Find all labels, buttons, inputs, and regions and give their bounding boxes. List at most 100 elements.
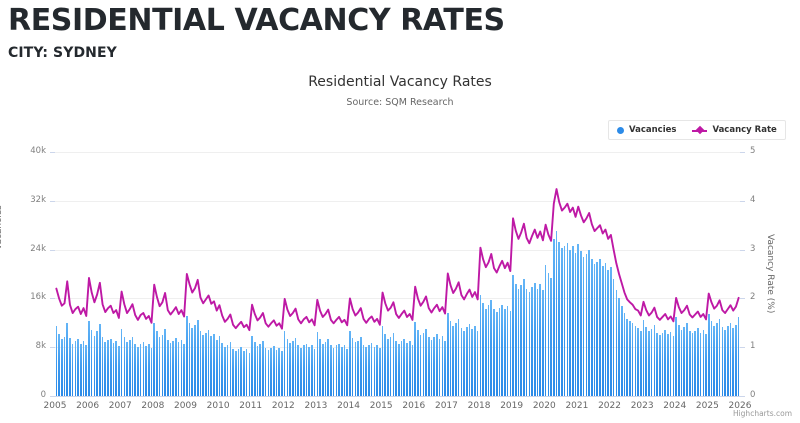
bar[interactable] — [161, 335, 164, 396]
bar[interactable] — [626, 318, 628, 396]
bar[interactable] — [667, 334, 669, 396]
bar[interactable] — [237, 349, 240, 396]
bar[interactable] — [406, 342, 408, 396]
bar[interactable] — [305, 343, 308, 396]
bar[interactable] — [737, 317, 740, 396]
bar[interactable] — [183, 344, 185, 396]
bar[interactable] — [338, 343, 340, 396]
bar[interactable] — [289, 342, 291, 396]
bar[interactable] — [612, 278, 615, 396]
bar[interactable] — [172, 340, 175, 396]
bar[interactable] — [330, 345, 332, 396]
legend-item-vacancy-rate[interactable]: Vacancy Rate — [692, 125, 777, 135]
bar[interactable] — [555, 231, 558, 396]
bar[interactable] — [702, 330, 705, 396]
bar[interactable] — [77, 339, 79, 396]
bar[interactable] — [506, 305, 509, 396]
bar[interactable] — [468, 324, 471, 396]
bar[interactable] — [425, 328, 427, 396]
bar[interactable] — [683, 327, 686, 396]
bar[interactable] — [256, 345, 259, 396]
bar[interactable] — [232, 349, 234, 396]
bar[interactable] — [721, 327, 724, 396]
bar[interactable] — [226, 345, 229, 396]
bar[interactable] — [566, 242, 569, 396]
bar[interactable] — [292, 341, 294, 396]
bar[interactable] — [156, 331, 158, 396]
bar[interactable] — [319, 339, 321, 396]
bar[interactable] — [126, 342, 128, 396]
bar[interactable] — [726, 326, 729, 396]
bar[interactable] — [574, 253, 577, 396]
bar[interactable] — [438, 338, 441, 396]
bar[interactable] — [253, 341, 256, 396]
bar[interactable] — [131, 336, 134, 396]
bar[interactable] — [593, 264, 596, 396]
bar[interactable] — [335, 345, 338, 396]
bar[interactable] — [572, 245, 574, 396]
bar[interactable] — [656, 332, 658, 396]
bar[interactable] — [718, 319, 721, 396]
bar[interactable] — [118, 345, 120, 396]
bar[interactable] — [316, 331, 319, 396]
bar[interactable] — [517, 289, 520, 396]
bar[interactable] — [120, 328, 123, 396]
bar[interactable] — [631, 322, 634, 396]
bar[interactable] — [346, 349, 348, 396]
bar[interactable] — [392, 333, 395, 396]
bar[interactable] — [123, 336, 126, 396]
bar[interactable] — [550, 277, 552, 396]
bar[interactable] — [688, 330, 691, 396]
bar[interactable] — [66, 323, 69, 396]
bar[interactable] — [724, 329, 726, 396]
bar[interactable] — [150, 348, 153, 396]
bar[interactable] — [112, 342, 115, 396]
bar[interactable] — [629, 320, 631, 396]
bar[interactable] — [63, 336, 66, 396]
bar[interactable] — [713, 325, 715, 396]
bar[interactable] — [588, 249, 590, 396]
bar[interactable] — [569, 249, 571, 396]
bar[interactable] — [591, 258, 593, 396]
bar[interactable] — [167, 339, 169, 396]
bar[interactable] — [60, 338, 63, 396]
bar[interactable] — [85, 345, 88, 396]
bar[interactable] — [604, 263, 607, 396]
bar[interactable] — [368, 344, 370, 396]
bar[interactable] — [577, 244, 580, 396]
bar[interactable] — [460, 327, 463, 396]
bar[interactable] — [300, 347, 302, 396]
bar[interactable] — [360, 337, 362, 396]
bar[interactable] — [109, 338, 112, 396]
bar[interactable] — [618, 298, 620, 396]
bar[interactable] — [457, 319, 460, 396]
bar[interactable] — [729, 323, 732, 396]
bar[interactable] — [463, 330, 465, 396]
bar[interactable] — [694, 330, 696, 396]
bar[interactable] — [370, 342, 373, 396]
bar[interactable] — [69, 338, 71, 396]
bar[interactable] — [286, 338, 289, 396]
bar[interactable] — [351, 338, 354, 396]
bar[interactable] — [107, 339, 109, 396]
bar[interactable] — [395, 341, 397, 396]
bar[interactable] — [376, 344, 378, 396]
bar[interactable] — [82, 340, 85, 396]
bar[interactable] — [610, 266, 612, 396]
bar[interactable] — [697, 328, 699, 396]
bar[interactable] — [245, 349, 248, 396]
bar[interactable] — [547, 272, 550, 396]
bar[interactable] — [199, 331, 202, 396]
bar[interactable] — [585, 253, 588, 396]
bar[interactable] — [596, 261, 599, 396]
bar[interactable] — [169, 342, 172, 396]
bar[interactable] — [419, 335, 422, 396]
bar[interactable] — [175, 338, 177, 396]
bar[interactable] — [115, 341, 117, 396]
bar[interactable] — [362, 344, 365, 396]
bar[interactable] — [523, 278, 525, 396]
bar[interactable] — [403, 338, 406, 396]
bar[interactable] — [408, 341, 411, 396]
bar[interactable] — [417, 330, 419, 396]
bar[interactable] — [80, 344, 82, 396]
